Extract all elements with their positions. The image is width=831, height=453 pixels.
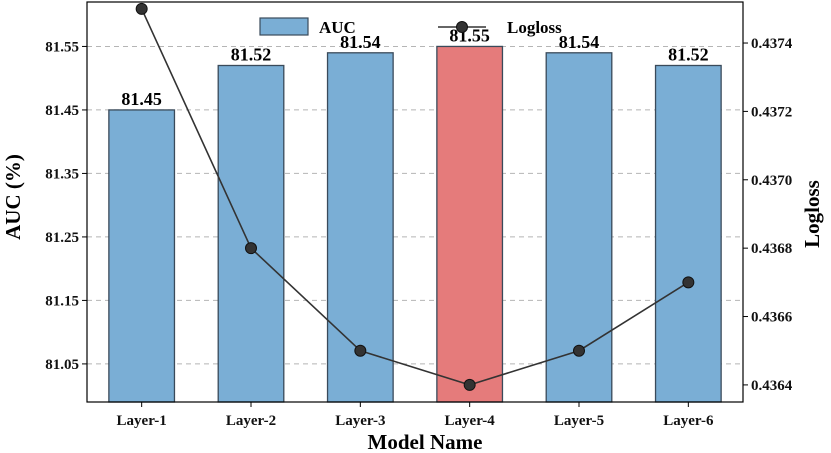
bar-layer-2 (217, 64, 285, 403)
plot-frame (86, 1, 744, 403)
y-tick-label: 81.55 (45, 39, 79, 55)
x-axis-title: Model Name (368, 430, 483, 453)
y-tick-label: 81.25 (45, 230, 79, 246)
x-tick-label: Layer-4 (445, 413, 496, 429)
x-tick-label: Layer-5 (554, 413, 604, 429)
y2-tick-label: 0.4366 (751, 310, 793, 326)
bar-value-labels: 81.45 81.52 81.54 81.55 81.54 81.52 (121, 25, 708, 108)
legend-logloss-label: Logloss (507, 18, 562, 37)
bar-layer-4 (436, 45, 504, 403)
bar-value-label: 81.54 (559, 32, 600, 52)
bar-layer-1 (108, 109, 176, 403)
logloss-line (135, 2, 695, 391)
logloss-point (354, 344, 367, 357)
bar-value-label: 81.45 (121, 89, 162, 109)
bar-layer-3 (326, 52, 394, 403)
logloss-point (463, 378, 476, 391)
y-tick-label: 81.45 (45, 103, 79, 119)
axes: 81.05 81.15 81.25 81.35 81.45 81.55 0.4364 0.43… (45, 1, 793, 429)
y2-tick-label: 0.4364 (751, 378, 793, 394)
x-tick-label: Layer-3 (335, 413, 385, 429)
legend-logloss-marker (456, 21, 468, 33)
logloss-point (135, 2, 148, 15)
y2-tick-label: 0.4368 (751, 241, 792, 257)
legend-auc-swatch (259, 17, 309, 36)
bar-value-label: 81.55 (449, 25, 490, 45)
grid-lines (87, 45, 743, 365)
logloss-point (573, 344, 585, 357)
logloss-point (245, 242, 257, 255)
x-tick-label: Layer-1 (117, 413, 167, 429)
y-tick-label: 81.05 (45, 357, 79, 373)
bar-value-label: 81.52 (231, 44, 272, 64)
logloss-point (682, 276, 695, 289)
auc-bars (108, 45, 722, 403)
x-tick-label: Layer-6 (663, 413, 714, 429)
y-axis-title: AUC (%) (1, 154, 25, 240)
logloss-polyline (140, 8, 689, 386)
y2-tick-label: 0.4370 (751, 173, 792, 189)
y-tick-label: 81.15 (45, 293, 79, 309)
bar-value-label: 81.54 (340, 32, 381, 52)
y2-tick-label: 0.4374 (751, 36, 793, 52)
legend-auc-label: AUC (319, 18, 356, 37)
legend: AUC Logloss (259, 17, 562, 37)
bar-layer-6 (654, 64, 722, 403)
x-tick-label: Layer-2 (226, 413, 276, 429)
y2-tick-label: 0.4372 (751, 104, 792, 120)
y2-axis-title: Logloss (800, 180, 824, 248)
bar-value-label: 81.52 (668, 44, 709, 64)
y-tick-label: 81.35 (45, 166, 79, 182)
